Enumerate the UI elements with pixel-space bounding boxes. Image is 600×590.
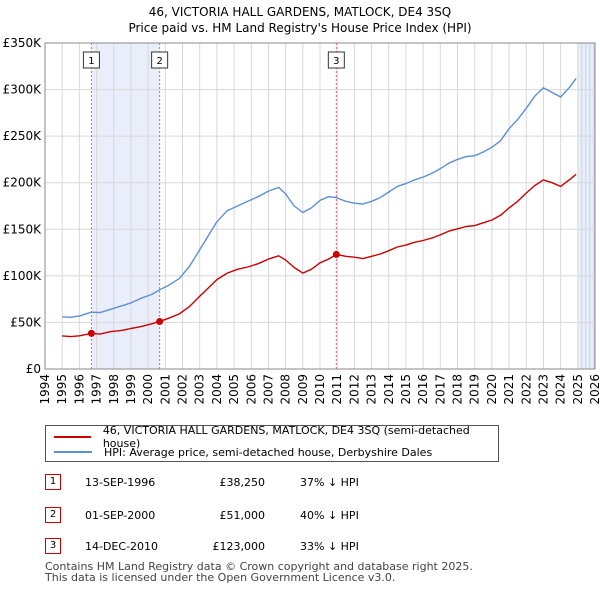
x-tick-label: 2003 [193, 374, 207, 405]
footer-licence: This data is licensed under the Open Gov… [45, 571, 396, 584]
sale-row: 3 14-DEC-2010 £123,000 33% ↓ HPI [45, 538, 565, 556]
y-tick-label: £150K [3, 222, 43, 236]
x-tick-label: 2001 [158, 374, 172, 405]
sale-date: 14-DEC-2010 [85, 540, 159, 553]
sale-hpi-diff: 37% ↓ HPI [300, 476, 359, 489]
footer-copyright: Contains HM Land Registry data © Crown c… [45, 560, 473, 573]
legend: 46, VICTORIA HALL GARDENS, MATLOCK, DE4 … [45, 424, 499, 462]
x-tick-label: 1998 [107, 374, 121, 405]
sale-point [156, 317, 164, 325]
legend-swatch-hpi [54, 451, 92, 453]
sale-point [87, 329, 95, 337]
sale-point [332, 250, 340, 258]
chart-title: 46, VICTORIA HALL GARDENS, MATLOCK, DE4 … [148, 5, 452, 19]
sale-hpi-diff: 33% ↓ HPI [300, 540, 359, 553]
x-tick-label: 2009 [296, 374, 310, 405]
x-tick-label: 1995 [55, 374, 69, 405]
legend-label-property: 46, VICTORIA HALL GARDENS, MATLOCK, DE4 … [102, 424, 470, 450]
sale-number-badge: 2 [45, 507, 61, 523]
x-tick-label: 2022 [519, 374, 533, 405]
y-tick-label: £100K [3, 269, 43, 283]
x-tick-label: 2020 [485, 374, 499, 405]
x-tick-label: 2015 [399, 374, 413, 405]
sale-price: £123,000 [212, 540, 266, 553]
footer: Contains HM Land Registry data © Crown c… [45, 561, 473, 583]
legend-swatch-property [54, 436, 91, 438]
x-tick-label: 2025 [571, 374, 585, 405]
y-tick-label: £300K [3, 83, 43, 97]
y-tick-label: £350K [3, 36, 43, 50]
sale-marker-box [151, 51, 169, 69]
x-tick-label: 2006 [244, 374, 258, 405]
x-tick-label: 2011 [330, 374, 344, 405]
chart-subtitle: Price paid vs. HM Land Registry's House … [128, 21, 472, 35]
hpi-series-line [62, 77, 577, 318]
x-tick-label: 2004 [210, 374, 224, 405]
sale-price: £51,000 [219, 509, 266, 522]
sale-date: 01-SEP-2000 [85, 509, 156, 522]
x-tick-label: 2008 [279, 374, 293, 405]
x-tick-label: 2002 [176, 374, 190, 405]
sale-hpi-diff: 40% ↓ HPI [300, 509, 359, 522]
x-tick-label: 2016 [416, 374, 430, 405]
x-tick-label: 1997 [90, 374, 104, 405]
sale-marker-box [82, 51, 100, 69]
sale-date: 13-SEP-1996 [85, 476, 156, 489]
x-tick-label: 2013 [365, 374, 379, 405]
y-tick-label: £50K [10, 315, 42, 329]
property-series-line [62, 173, 577, 338]
sale-row: 1 13-SEP-1996 £38,250 37% ↓ HPI [45, 474, 565, 492]
x-tick-label: 2026 [588, 374, 600, 405]
sale-marker-box [327, 51, 345, 69]
y-tick-label: £250K [3, 129, 43, 143]
x-tick-label: 2018 [451, 374, 465, 405]
plot-border [44, 42, 596, 370]
sale-marker-label: 3 [333, 56, 339, 67]
sale-price: £38,250 [219, 476, 266, 489]
sale-row: 2 01-SEP-2000 £51,000 40% ↓ HPI [45, 507, 565, 525]
legend-label-hpi: HPI: Average price, semi-detached house,… [104, 445, 433, 459]
x-tick-label: 1994 [38, 374, 52, 405]
sale-marker-label: 1 [88, 56, 94, 67]
shaded-span [91, 43, 160, 369]
x-tick-label: 2024 [554, 374, 568, 405]
x-tick-label: 1996 [72, 374, 86, 405]
x-tick-label: 1999 [124, 374, 138, 405]
x-tick-label: 2019 [468, 374, 482, 405]
price-chart: £0 £50K £100K £150K £200K £250K £300K £350K 1994… [3, 36, 600, 405]
y-tick-label: £200K [3, 176, 43, 190]
x-tick-label: 2005 [227, 374, 241, 405]
legend-item-property: 46, VICTORIA HALL GARDENS, MATLOCK, DE4 … [54, 424, 498, 450]
y-tick-label: £0 [26, 362, 41, 376]
x-tick-label: 2021 [502, 374, 516, 405]
legend-item-hpi: HPI: Average price, semi-detached house,… [54, 445, 432, 459]
x-tick-label: 2023 [536, 374, 550, 405]
x-tick-label: 2017 [433, 374, 447, 405]
x-tick-label: 2010 [313, 374, 327, 405]
sale-number-badge: 3 [45, 538, 61, 554]
x-tick-label: 2000 [141, 374, 155, 405]
sale-number-badge: 1 [45, 474, 61, 490]
shaded-span [577, 43, 595, 369]
x-tick-label: 2007 [261, 374, 275, 405]
x-tick-label: 2014 [382, 374, 396, 405]
x-tick-label: 2012 [347, 374, 361, 405]
sale-marker-label: 2 [156, 56, 162, 67]
